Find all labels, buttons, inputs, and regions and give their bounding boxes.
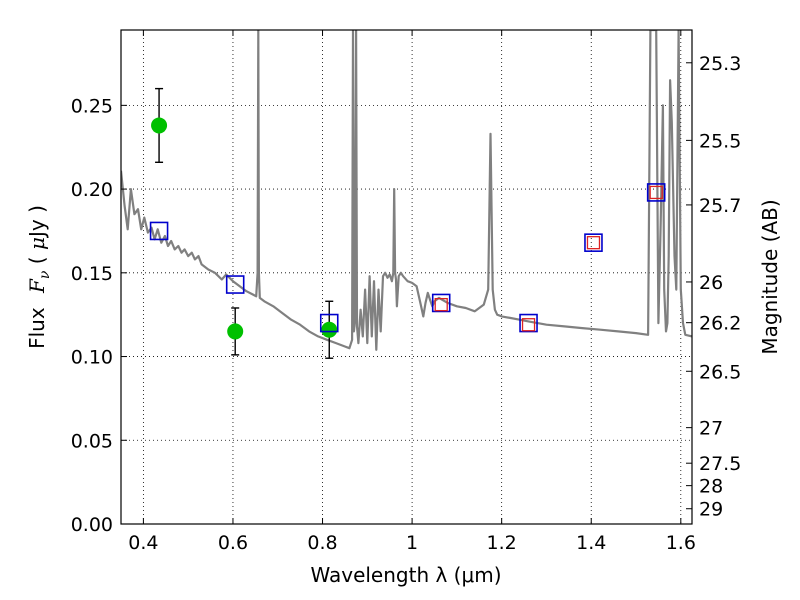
x-axis-label: Wavelength λ (μm)	[310, 563, 501, 587]
mag-tick-label: 26	[699, 272, 723, 294]
y-tick-label: 0.20	[71, 179, 113, 201]
plot-area	[121, 30, 692, 359]
y-tick-label: 0.05	[71, 430, 113, 452]
model-square	[149, 221, 169, 241]
y-axis-label-mu: μ	[25, 237, 49, 250]
ticks: 0.4 0.6 0.8 1 1.2 1.4 1.6 0.00 0.05 0.10 0.15 0.20 0…	[71, 30, 741, 554]
mag-tick-label: 26.2	[699, 313, 741, 335]
x-tick-label: 0.6	[218, 532, 248, 554]
mag-tick-label: 25.5	[699, 130, 741, 152]
model-square-ir	[434, 297, 448, 312]
spectrum-line	[121, 30, 692, 351]
mag-tick-label: 25.3	[699, 53, 741, 75]
y-axis-label: Flux Fν ( μJy )	[25, 205, 53, 349]
y-axis-label-var: F	[25, 278, 49, 294]
y-axis-label-unit: Jy )	[25, 205, 49, 239]
observed-point	[227, 323, 244, 340]
model-square	[225, 275, 245, 294]
model-square	[646, 183, 666, 202]
grid	[121, 30, 692, 525]
model-square-ir	[649, 185, 663, 200]
model-square	[584, 233, 603, 252]
mag-tick-label: 26.5	[699, 361, 741, 383]
y-tick-label: 0.15	[71, 263, 113, 285]
model-square	[319, 313, 339, 333]
x-tick-label: 0.4	[128, 532, 158, 554]
y-tick-label: 0.10	[71, 347, 113, 369]
model-square-ir	[586, 236, 601, 250]
model-square-ir	[521, 318, 536, 332]
y2-axis-label: Magnitude (AB)	[758, 199, 782, 354]
axes-frame	[120, 29, 693, 525]
mag-tick-label: 29	[699, 499, 723, 521]
x-tick-label: 1	[406, 532, 418, 554]
y-axis-label-prefix: Flux	[25, 307, 49, 349]
y-axis-label-open: (	[25, 250, 49, 271]
x-tick-label: 1.6	[666, 532, 696, 554]
model-square	[431, 293, 451, 313]
mag-tick-label: 27	[699, 418, 723, 440]
observed-point	[151, 117, 168, 134]
mag-tick-label: 28	[699, 476, 723, 498]
x-tick-label: 1.4	[576, 532, 606, 554]
y-tick-label: 0.25	[71, 95, 113, 117]
mag-tick-label: 25.7	[699, 195, 741, 217]
x-tick-label: 0.8	[307, 532, 337, 554]
mag-tick-label: 27.5	[699, 453, 741, 475]
x-tick-label: 1.2	[487, 532, 517, 554]
y-tick-label: 0.00	[71, 514, 113, 536]
model-square	[519, 313, 538, 333]
observed-point	[321, 321, 338, 338]
y-axis-label-sub: ν	[37, 270, 53, 279]
